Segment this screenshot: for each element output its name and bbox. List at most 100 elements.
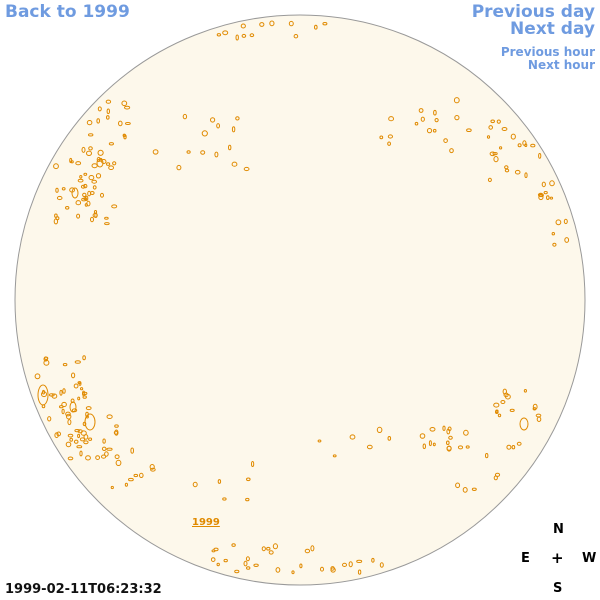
contour-mark	[59, 389, 63, 396]
contour-mark	[538, 153, 542, 159]
compass-south-label: S	[553, 581, 563, 596]
contour-mark	[34, 373, 41, 380]
contour-mark	[501, 127, 508, 131]
back-to-year-link[interactable]: Back to 1999	[5, 2, 130, 22]
contour-mark	[105, 99, 112, 104]
contour-mark	[465, 445, 470, 449]
contour-mark	[453, 97, 460, 104]
contour-mark	[485, 453, 489, 459]
contour-mark	[73, 439, 79, 444]
contour-mark	[516, 441, 522, 446]
contour-mark	[342, 562, 347, 568]
contour-mark	[67, 456, 74, 461]
contour-mark	[310, 545, 315, 552]
contour-mark	[320, 566, 324, 572]
contour-mark	[61, 408, 65, 415]
contour-mark	[524, 172, 528, 178]
contour-mark	[114, 424, 119, 428]
contour-mark	[489, 151, 496, 157]
contour-mark	[77, 178, 84, 183]
contour-mark	[87, 190, 91, 197]
contour-mark	[268, 550, 274, 555]
contour-mark	[419, 433, 426, 439]
contour-mark	[449, 148, 454, 154]
contour-mark	[84, 413, 96, 431]
contour-mark	[91, 179, 97, 184]
contour-mark	[564, 237, 570, 243]
contour-mark	[446, 440, 450, 446]
contour-mark	[66, 413, 72, 420]
year-region-link[interactable]: 1999	[192, 517, 220, 528]
contour-mark	[106, 414, 113, 420]
contour-mark	[487, 177, 492, 183]
contour-mark	[379, 135, 384, 140]
contour-mark	[509, 408, 515, 412]
contour-mark	[85, 406, 92, 411]
contour-mark	[85, 455, 91, 461]
contour-mark	[128, 477, 134, 482]
contour-mark	[543, 191, 548, 195]
contour-mark	[44, 356, 49, 360]
contour-mark	[101, 454, 107, 459]
contour-mark	[78, 381, 82, 386]
contour-mark	[96, 158, 104, 168]
contour-mark	[555, 219, 562, 226]
contour-mark	[77, 396, 81, 401]
contour-mark	[348, 561, 353, 568]
contour-mark	[422, 443, 426, 450]
contour-mark	[43, 359, 50, 366]
contour-mark	[108, 142, 115, 146]
contour-mark	[357, 569, 362, 575]
contour-mark	[123, 134, 127, 140]
contour-mark	[95, 173, 102, 179]
contour-mark	[88, 146, 93, 151]
next-day-link[interactable]: Next day	[510, 19, 595, 39]
contour-mark	[55, 187, 59, 193]
contour-mark	[61, 187, 66, 191]
contour-mark	[462, 487, 468, 493]
contour-mark	[493, 402, 500, 408]
contour-mark	[115, 459, 122, 466]
contour-mark	[176, 164, 182, 171]
contour-mark	[81, 146, 86, 153]
compass-north-label: N	[553, 522, 564, 537]
contour-mark	[222, 30, 229, 36]
contour-mark	[124, 482, 129, 487]
contour-mark	[223, 558, 228, 563]
contour-mark	[83, 183, 88, 189]
previous-hour-link[interactable]: Previous hour	[500, 45, 595, 59]
next-hour-link[interactable]: Next hour	[527, 58, 595, 72]
contour-mark	[538, 194, 544, 201]
contour-mark	[304, 548, 311, 554]
contour-mark	[330, 566, 335, 571]
contour-mark	[133, 473, 139, 478]
contour-mark	[541, 181, 546, 188]
contour-mark	[420, 116, 425, 122]
contour-mark	[499, 146, 503, 150]
contour-mark	[82, 421, 87, 427]
contour-mark	[88, 133, 94, 137]
contour-mark	[75, 161, 82, 166]
contour-mark	[192, 481, 198, 488]
contour-mark	[82, 192, 87, 198]
contour-mark	[246, 566, 251, 570]
previous-day-link[interactable]: Previous day	[471, 2, 595, 22]
contour-mark	[95, 455, 100, 461]
contour-mark	[77, 433, 81, 439]
contour-mark	[446, 445, 452, 452]
contour-mark	[53, 163, 59, 170]
contour-mark	[432, 128, 437, 133]
contour-mark	[494, 472, 501, 477]
contour-mark	[288, 20, 294, 27]
contour-mark	[106, 115, 110, 120]
contour-mark	[488, 125, 494, 130]
contour-mark	[76, 213, 81, 219]
contour-mark	[62, 363, 68, 367]
contour-mark	[414, 121, 419, 126]
contour-mark	[37, 384, 49, 406]
contour-mark	[82, 391, 88, 396]
contour-mark	[216, 33, 222, 37]
contour-mark	[67, 419, 72, 426]
contour-mark	[48, 393, 55, 397]
contour-mark	[200, 150, 206, 155]
